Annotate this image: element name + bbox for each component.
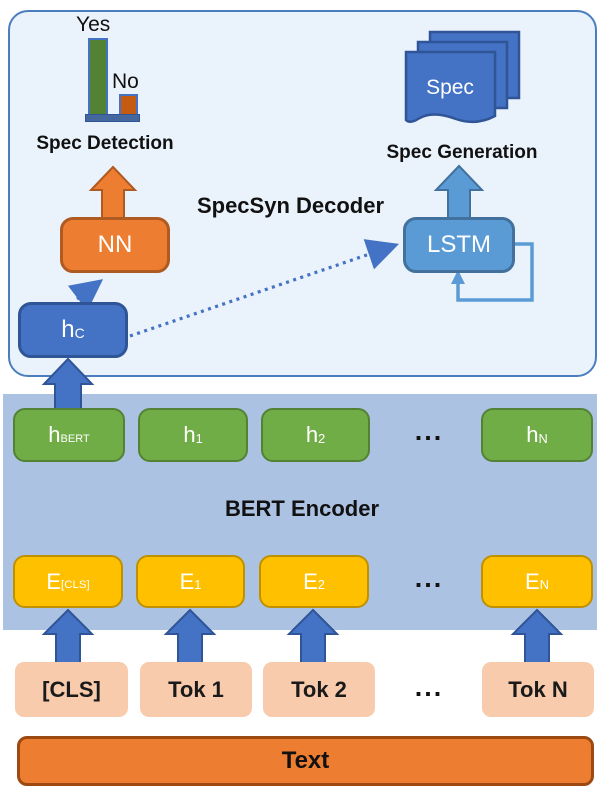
box-subscript: N [538, 430, 548, 446]
box-subscript: BERT [60, 432, 90, 445]
box-label: h [48, 422, 61, 447]
box-subscript: [CLS] [61, 578, 90, 591]
box-label: E [179, 568, 195, 594]
spec-doc-front [404, 50, 497, 124]
text-input-bar: Text [17, 736, 594, 786]
hc-box-label: h [61, 316, 75, 343]
box-label: h [526, 422, 539, 447]
specsyn-decoder-title: SpecSyn Decoder [196, 193, 385, 218]
lstm-box-label: LSTM [426, 231, 491, 258]
token-box-tokN: Tok N [482, 662, 594, 717]
hidden-row-ellipsis: ... [414, 416, 444, 446]
token-label: Tok N [508, 676, 568, 702]
bar-chart-baseline [85, 114, 140, 122]
bar-yes [88, 38, 108, 118]
bar-no-label: No [112, 70, 139, 93]
nn-box: NN [60, 217, 170, 273]
box-label: E [303, 568, 318, 594]
box-label: h [183, 422, 196, 447]
token-box-tok1: Tok 1 [140, 662, 252, 717]
bert-encoder-title: BERT Encoder [224, 496, 380, 521]
box-subscript: 1 [195, 430, 203, 446]
bar-yes-label: Yes [76, 13, 111, 36]
box-subscript: 2 [318, 430, 326, 446]
token-box-cls: [CLS] [15, 662, 128, 717]
box-label: E [525, 568, 540, 594]
token-label: Tok 1 [168, 676, 224, 702]
box-subscript: N [539, 577, 549, 593]
lstm-box: LSTM [403, 217, 515, 273]
spec-documents-icon: Spec [404, 30, 521, 124]
box-subscript: 2 [317, 577, 325, 593]
spec-generation-caption: Spec Generation [386, 142, 538, 163]
embedding-row-ellipsis: ... [414, 563, 444, 593]
hidden-state-box-hbert: h BERT [13, 408, 125, 462]
box-label: E [46, 568, 62, 594]
nn-box-label: NN [97, 231, 133, 258]
embedding-box-ecls: E [CLS] [13, 555, 123, 608]
token-label: [CLS] [42, 676, 101, 702]
spec-detection-caption: Spec Detection [36, 133, 174, 154]
token-row-ellipsis: ... [414, 672, 444, 702]
box-subscript: 1 [194, 577, 202, 593]
token-box-tok2: Tok 2 [263, 662, 375, 717]
box-label: h [305, 422, 319, 447]
spec-doc-label: Spec [426, 76, 474, 99]
text-input-label: Text [281, 747, 330, 774]
token-label: Tok 2 [291, 676, 347, 702]
hc-box-subscript: C [74, 325, 85, 342]
